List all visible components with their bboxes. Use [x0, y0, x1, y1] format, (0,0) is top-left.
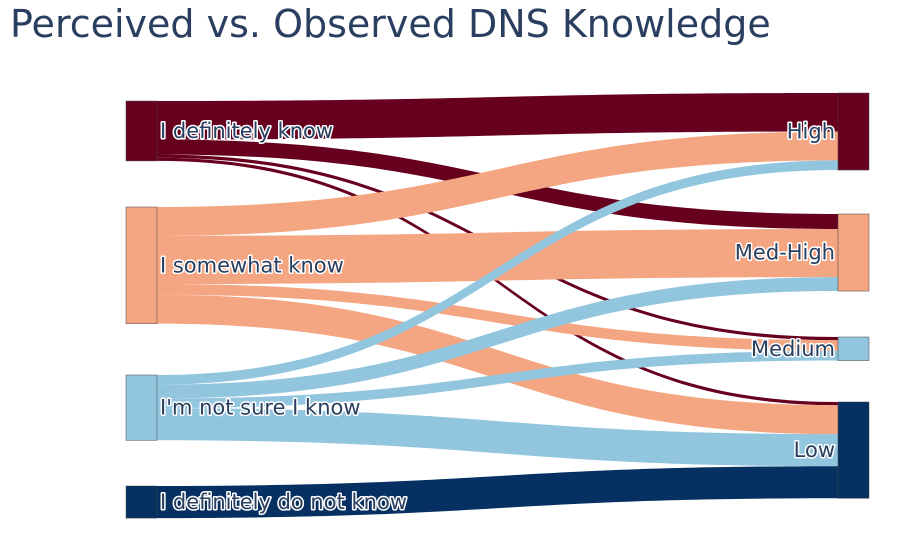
link-s1-t2 [157, 284, 838, 351]
node-t1[interactable] [837, 213, 870, 292]
node-label-t3: Low [794, 438, 835, 462]
node-label-s2: I'm not sure I know [160, 396, 361, 420]
link-s1-t1 [157, 228, 838, 285]
node-label-t0: High [787, 120, 835, 144]
node-label-t1: Med-High [735, 241, 835, 265]
link-s1-t3 [157, 294, 838, 435]
node-label-t2: Medium [751, 337, 835, 361]
link-s2-t1 [157, 277, 838, 399]
link-s2-t3 [157, 408, 838, 467]
node-t0[interactable] [837, 92, 870, 171]
link-s1-t0 [157, 131, 838, 236]
node-label-s0: I definitely know [160, 119, 333, 143]
chart-title: Perceived vs. Observed DNS Knowledge [10, 2, 771, 46]
node-label-s3: I definitely do not know [160, 490, 407, 514]
link-s0-t0 [157, 93, 838, 140]
node-label-s1: I somewhat know [160, 253, 344, 277]
node-s2[interactable] [125, 374, 158, 441]
node-t3[interactable] [837, 401, 870, 499]
node-s3[interactable] [125, 485, 158, 519]
link-s2-t0 [157, 160, 838, 385]
node-s0[interactable] [125, 100, 158, 162]
links-layer [157, 93, 838, 519]
node-t2[interactable] [837, 336, 870, 361]
nodes-layer [125, 92, 870, 519]
link-s2-t2 [157, 350, 838, 409]
link-s0-t3 [157, 157, 838, 406]
link-s3-t3 [157, 466, 838, 519]
node-s1[interactable] [125, 206, 158, 324]
labels-layer: I definitely know I somewhat know I'm not … [159, 117, 837, 515]
